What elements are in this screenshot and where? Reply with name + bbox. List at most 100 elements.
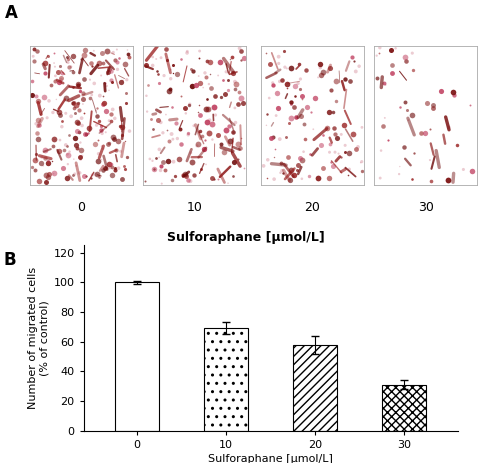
Text: 20: 20 xyxy=(305,201,320,214)
Point xyxy=(231,85,239,93)
Point xyxy=(222,126,230,133)
Point xyxy=(195,101,203,109)
Point xyxy=(263,110,271,118)
Point xyxy=(63,54,71,61)
Point xyxy=(121,60,129,68)
Point xyxy=(402,106,410,114)
Point xyxy=(188,158,196,166)
Point xyxy=(283,84,291,92)
Point xyxy=(237,48,245,55)
Point xyxy=(381,114,389,122)
Point xyxy=(187,149,195,156)
Point xyxy=(291,92,299,100)
Point xyxy=(237,135,245,142)
Point xyxy=(41,59,49,67)
Point xyxy=(449,88,457,96)
Point xyxy=(224,77,232,84)
Point xyxy=(72,162,80,169)
Point xyxy=(51,135,59,142)
Point xyxy=(460,166,467,173)
Point xyxy=(80,109,88,117)
Point xyxy=(75,128,83,136)
Point xyxy=(276,135,284,143)
Point xyxy=(327,87,335,94)
Text: 10: 10 xyxy=(186,201,202,214)
Point xyxy=(109,134,117,141)
Y-axis label: Number of migrated cells
(% of control): Number of migrated cells (% of control) xyxy=(28,267,49,409)
Point xyxy=(89,171,96,179)
Point xyxy=(87,59,95,67)
Point xyxy=(206,58,214,65)
Point xyxy=(107,76,115,83)
Point xyxy=(111,115,119,122)
Point xyxy=(153,55,160,63)
Point xyxy=(164,158,172,165)
Point xyxy=(62,110,70,117)
Point xyxy=(187,65,195,72)
Point xyxy=(88,91,95,99)
Point xyxy=(111,56,119,63)
Point xyxy=(118,131,125,138)
Point xyxy=(73,144,81,152)
Point xyxy=(204,95,212,102)
Point xyxy=(155,154,163,161)
Point xyxy=(423,100,431,107)
Point xyxy=(278,76,286,84)
Point xyxy=(298,93,306,100)
Point xyxy=(338,131,345,138)
Point xyxy=(93,171,101,178)
Point xyxy=(94,60,102,67)
Point xyxy=(63,174,71,181)
X-axis label: Sulforaphane [μmol/L]: Sulforaphane [μmol/L] xyxy=(208,454,333,463)
Point xyxy=(203,57,211,64)
Point xyxy=(201,69,209,76)
Point xyxy=(186,177,194,185)
Point xyxy=(323,124,331,131)
Point xyxy=(202,161,210,168)
Point xyxy=(160,166,168,174)
Point xyxy=(270,175,278,183)
Point xyxy=(355,63,363,70)
Point xyxy=(105,117,113,125)
Point xyxy=(184,48,191,55)
Point xyxy=(102,107,110,115)
Point xyxy=(162,111,170,118)
Point xyxy=(199,84,207,91)
Point xyxy=(64,56,72,63)
Point xyxy=(157,119,165,126)
Point xyxy=(42,171,50,179)
Point xyxy=(210,175,218,183)
Point xyxy=(192,81,200,88)
Point xyxy=(373,74,381,81)
Point xyxy=(58,123,66,131)
Point xyxy=(335,150,342,157)
Point xyxy=(214,131,222,138)
Point xyxy=(31,167,39,174)
Point xyxy=(230,158,238,166)
Point xyxy=(98,143,106,150)
Point xyxy=(278,167,286,175)
Point xyxy=(74,99,82,106)
Point xyxy=(408,50,416,57)
Point xyxy=(64,81,72,88)
Point xyxy=(202,106,210,113)
Point xyxy=(55,78,63,86)
Point xyxy=(182,110,190,117)
Point xyxy=(95,174,103,181)
Point xyxy=(67,63,75,70)
Point xyxy=(78,114,86,122)
Point xyxy=(112,164,120,172)
Point xyxy=(269,82,277,89)
Point xyxy=(294,80,302,87)
Point xyxy=(108,172,116,179)
Point xyxy=(294,161,302,169)
Point xyxy=(217,93,225,100)
Point xyxy=(170,158,178,165)
Point xyxy=(167,75,175,82)
Text: Sulforaphane [μmol/L]: Sulforaphane [μmol/L] xyxy=(167,232,325,244)
Point xyxy=(197,166,205,173)
Point xyxy=(146,155,154,163)
Point xyxy=(165,88,173,95)
Point xyxy=(123,46,131,54)
Point xyxy=(113,46,121,53)
